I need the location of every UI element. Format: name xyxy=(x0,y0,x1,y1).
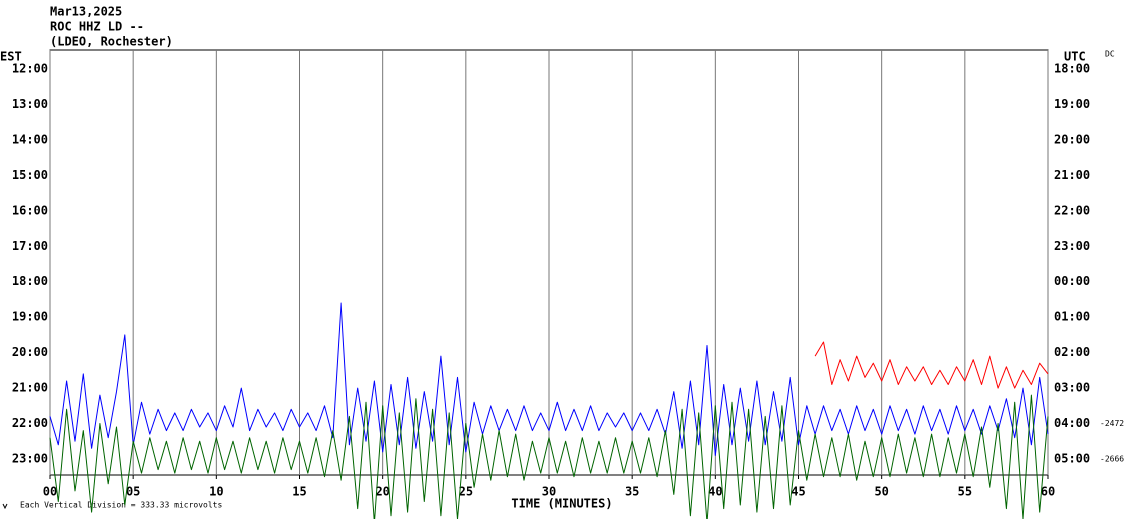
left-row-label: 23:00 xyxy=(12,451,48,465)
scale-note: Each Vertical Division = 333.33 microvol… xyxy=(20,501,222,510)
right-row-label: 21:00 xyxy=(1054,168,1090,182)
x-tick-label: 45 xyxy=(791,485,805,499)
right-row-label: 22:00 xyxy=(1054,203,1090,217)
right-row-label: 04:00 xyxy=(1054,416,1090,430)
right-row-label: 19:00 xyxy=(1054,97,1090,111)
title-line: ROC HHZ LD -- xyxy=(50,20,144,34)
x-tick-label: 60 xyxy=(1041,485,1055,499)
title-line: (LDEO, Rochester) xyxy=(50,35,173,49)
x-tick-label: 10 xyxy=(209,485,223,499)
trace xyxy=(49,302,1049,456)
left-row-label: 19:00 xyxy=(12,310,48,324)
x-tick-label: 05 xyxy=(126,485,140,499)
right-axis-label: UTC xyxy=(1064,50,1086,64)
x-tick-label: 50 xyxy=(874,485,888,499)
x-tick-label: 00 xyxy=(43,485,57,499)
trace xyxy=(49,394,1049,519)
left-row-label: 14:00 xyxy=(12,132,48,146)
left-row-label: 15:00 xyxy=(12,168,48,182)
right-row-label: 01:00 xyxy=(1054,310,1090,324)
x-tick-label: 30 xyxy=(542,485,556,499)
corner-label: DC xyxy=(1105,50,1115,59)
trace-mean-label: -2666 xyxy=(1100,454,1124,463)
right-row-label: 23:00 xyxy=(1054,239,1090,253)
x-tick-label: 55 xyxy=(958,485,972,499)
left-row-label: 21:00 xyxy=(12,381,48,395)
x-tick-label: 20 xyxy=(375,485,389,499)
right-row-label: 02:00 xyxy=(1054,345,1090,359)
x-axis-label: TIME (MINUTES) xyxy=(511,497,612,511)
trace xyxy=(814,341,1049,389)
x-tick-label: 35 xyxy=(625,485,639,499)
x-tick-label: 15 xyxy=(292,485,306,499)
trace-mean-label: -2472 xyxy=(1100,419,1124,428)
right-row-label: 00:00 xyxy=(1054,274,1090,288)
right-row-label: 18:00 xyxy=(1054,62,1090,76)
title-line: Mar13,2025 xyxy=(50,5,122,19)
x-tick-label: 25 xyxy=(459,485,473,499)
left-row-label: 18:00 xyxy=(12,274,48,288)
left-row-label: 16:00 xyxy=(12,203,48,217)
x-tick-label: 40 xyxy=(708,485,722,499)
right-row-label: 03:00 xyxy=(1054,381,1090,395)
left-row-label: 13:00 xyxy=(12,97,48,111)
left-row-label: 17:00 xyxy=(12,239,48,253)
left-axis-label: EST xyxy=(0,50,22,64)
right-row-label: 20:00 xyxy=(1054,132,1090,146)
right-row-label: 05:00 xyxy=(1054,451,1090,465)
left-row-label: 12:00 xyxy=(12,62,48,76)
left-row-label: 22:00 xyxy=(12,416,48,430)
left-row-label: 20:00 xyxy=(12,345,48,359)
logo-icon xyxy=(2,503,8,510)
